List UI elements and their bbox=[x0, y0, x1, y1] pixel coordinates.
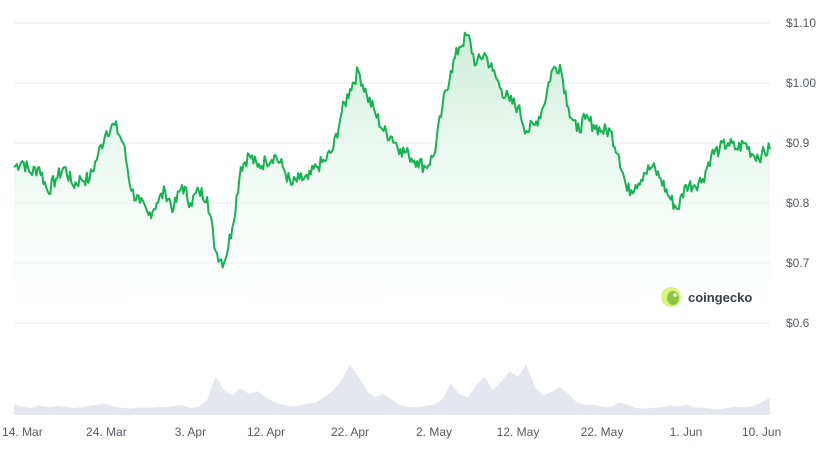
coingecko-logo-eye bbox=[673, 293, 677, 297]
x-tick-label: 2. May bbox=[416, 425, 452, 439]
y-tick-label: $1.10 bbox=[786, 16, 816, 30]
coingecko-logo-inner bbox=[667, 291, 679, 305]
x-tick-label: 10. Jun bbox=[742, 425, 781, 439]
price-area-fill bbox=[14, 32, 770, 323]
coingecko-watermark: coingecko bbox=[661, 287, 752, 307]
watermark-text: coingecko bbox=[688, 290, 752, 305]
y-axis: $1.10 $1.00 $0.9 $0.8 $0.7 $0.6 bbox=[786, 16, 816, 330]
y-tick-label: $0.8 bbox=[786, 196, 810, 210]
x-tick-label: 12. May bbox=[497, 425, 540, 439]
x-axis: 14. Mar 24. Mar 3. Apr 12. Apr 22. Apr 2. May… bbox=[2, 425, 781, 439]
volume-series bbox=[14, 364, 770, 415]
x-tick-label: 24. Mar bbox=[86, 425, 127, 439]
x-tick-label: 1. Jun bbox=[670, 425, 703, 439]
x-tick-label: 22. May bbox=[581, 425, 624, 439]
price-line bbox=[13, 31, 771, 269]
price-line-layer bbox=[13, 31, 771, 269]
y-tick-label: $1.00 bbox=[786, 76, 816, 90]
price-area bbox=[14, 32, 770, 323]
x-tick-label: 22. Apr bbox=[331, 425, 369, 439]
x-tick-label: 3. Apr bbox=[175, 425, 206, 439]
x-tick-label: 14. Mar bbox=[2, 425, 43, 439]
y-tick-label: $0.7 bbox=[786, 256, 810, 270]
x-tick-label: 12. Apr bbox=[247, 425, 285, 439]
y-tick-label: $0.9 bbox=[786, 136, 810, 150]
volume-area bbox=[14, 364, 770, 415]
y-tick-label: $0.6 bbox=[786, 316, 810, 330]
